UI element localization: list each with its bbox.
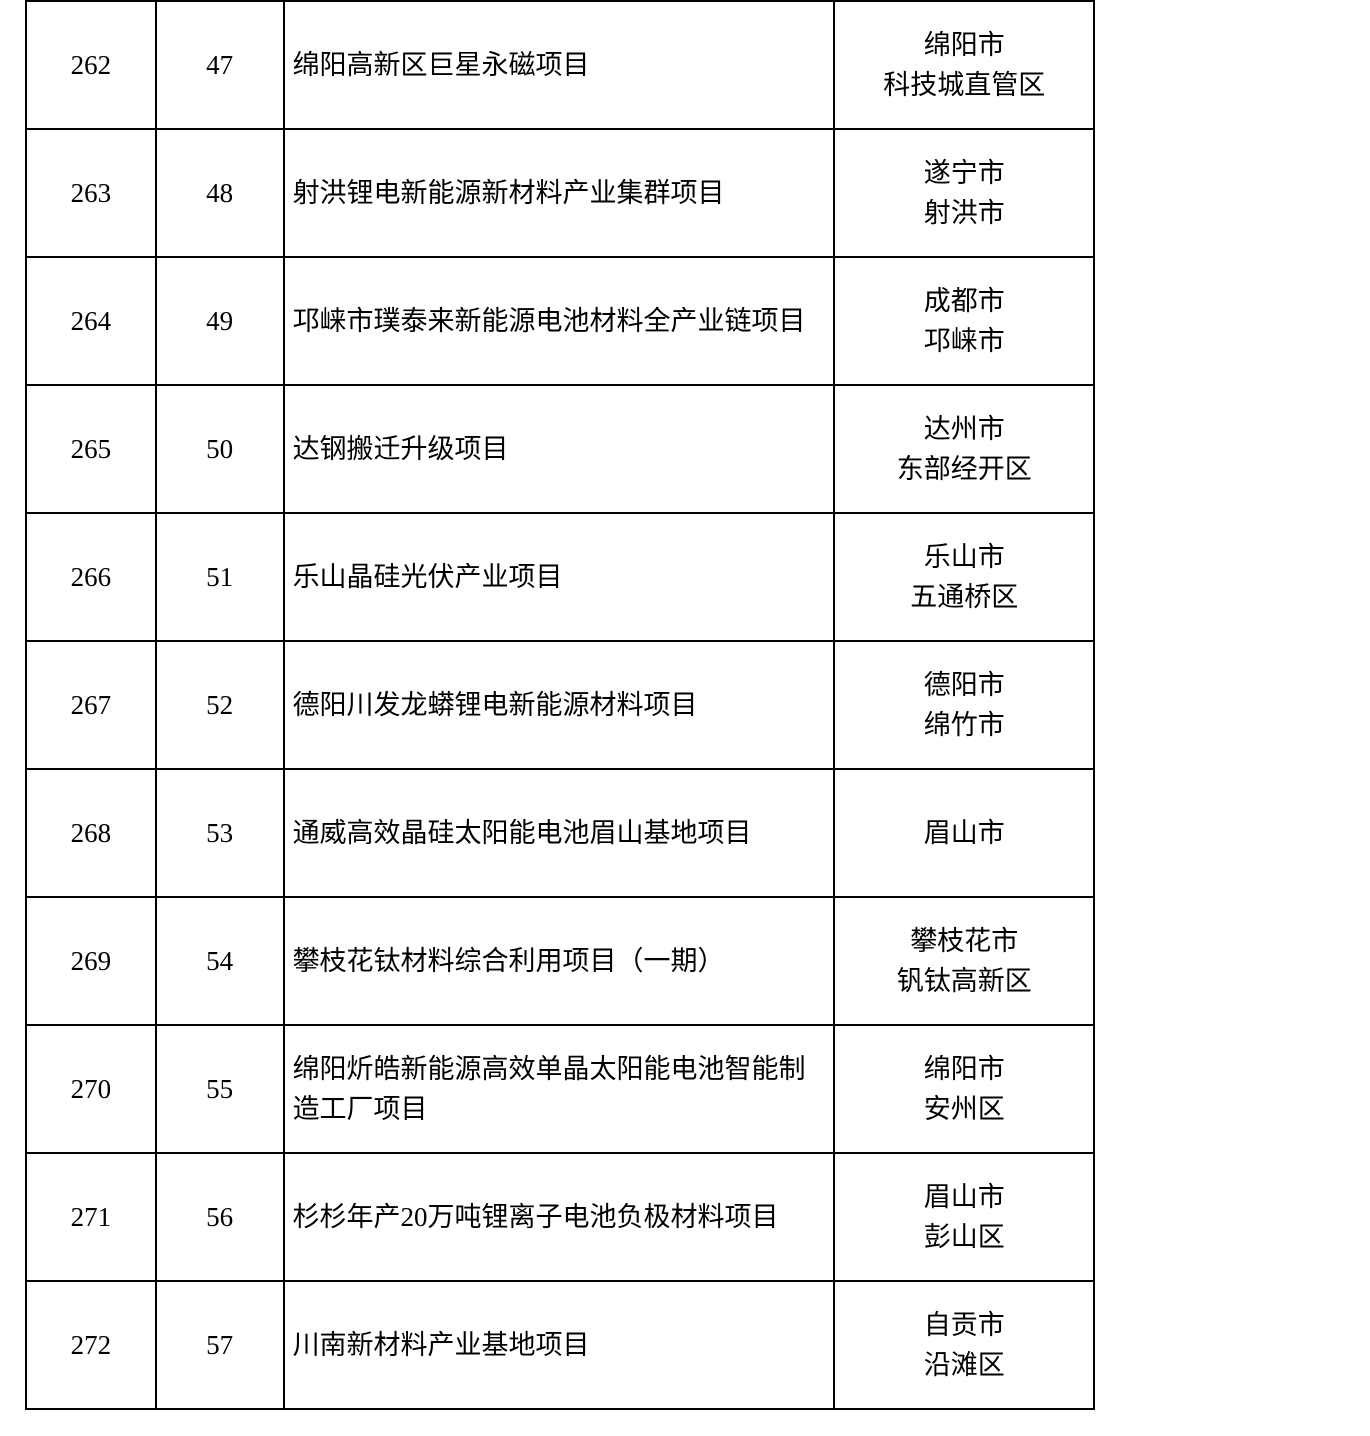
cell-sub-index: 57 [156, 1281, 284, 1409]
location-line-2: 彭山区 [835, 1217, 1093, 1258]
cell-sub-index: 54 [156, 897, 284, 1025]
cell-location: 绵阳市 安州区 [834, 1025, 1094, 1153]
cell-location: 德阳市 绵竹市 [834, 641, 1094, 769]
location-line-1: 攀枝花市 [835, 921, 1093, 962]
location-line-1: 遂宁市 [835, 153, 1093, 194]
table-row: 266 51 乐山晶硅光伏产业项目 乐山市 五通桥区 [26, 513, 1094, 641]
cell-sub-index: 55 [156, 1025, 284, 1153]
location-line-1: 眉山市 [835, 1177, 1093, 1218]
cell-project-name: 乐山晶硅光伏产业项目 [284, 513, 835, 641]
cell-project-name: 射洪锂电新能源新材料产业集群项目 [284, 129, 835, 257]
cell-project-name: 达钢搬迁升级项目 [284, 385, 835, 513]
cell-location: 达州市 东部经开区 [834, 385, 1094, 513]
table-row: 272 57 川南新材料产业基地项目 自贡市 沿滩区 [26, 1281, 1094, 1409]
location-line-1: 成都市 [835, 281, 1093, 322]
cell-location: 绵阳市 科技城直管区 [834, 1, 1094, 129]
table-row: 267 52 德阳川发龙蟒锂电新能源材料项目 德阳市 绵竹市 [26, 641, 1094, 769]
cell-project-name: 邛崃市璞泰来新能源电池材料全产业链项目 [284, 257, 835, 385]
location-line-1: 绵阳市 [835, 1049, 1093, 1090]
cell-location: 眉山市 彭山区 [834, 1153, 1094, 1281]
cell-sub-index: 48 [156, 129, 284, 257]
cell-project-name: 杉杉年产20万吨锂离子电池负极材料项目 [284, 1153, 835, 1281]
location-line-1: 自贡市 [835, 1305, 1093, 1346]
cell-index: 262 [26, 1, 156, 129]
table-row: 264 49 邛崃市璞泰来新能源电池材料全产业链项目 成都市 邛崃市 [26, 257, 1094, 385]
cell-sub-index: 51 [156, 513, 284, 641]
cell-index: 265 [26, 385, 156, 513]
cell-project-name: 绵阳高新区巨星永磁项目 [284, 1, 835, 129]
projects-table: 262 47 绵阳高新区巨星永磁项目 绵阳市 科技城直管区 263 48 射洪锂… [25, 0, 1095, 1410]
location-line-2: 钒钛高新区 [835, 961, 1093, 1002]
table-body: 262 47 绵阳高新区巨星永磁项目 绵阳市 科技城直管区 263 48 射洪锂… [26, 1, 1094, 1409]
location-line-2: 科技城直管区 [835, 65, 1093, 106]
cell-project-name: 德阳川发龙蟒锂电新能源材料项目 [284, 641, 835, 769]
cell-index: 267 [26, 641, 156, 769]
cell-index: 272 [26, 1281, 156, 1409]
cell-location: 自贡市 沿滩区 [834, 1281, 1094, 1409]
cell-location: 成都市 邛崃市 [834, 257, 1094, 385]
cell-sub-index: 56 [156, 1153, 284, 1281]
cell-index: 270 [26, 1025, 156, 1153]
table-row: 270 55 绵阳炘皓新能源高效单晶太阳能电池智能制造工厂项目 绵阳市 安州区 [26, 1025, 1094, 1153]
cell-index: 264 [26, 257, 156, 385]
location-line-2: 安州区 [835, 1089, 1093, 1130]
location-line-2: 沿滩区 [835, 1345, 1093, 1386]
cell-project-name: 绵阳炘皓新能源高效单晶太阳能电池智能制造工厂项目 [284, 1025, 835, 1153]
cell-index: 271 [26, 1153, 156, 1281]
cell-location: 眉山市 [834, 769, 1094, 897]
table-row: 269 54 攀枝花钛材料综合利用项目（一期） 攀枝花市 钒钛高新区 [26, 897, 1094, 1025]
cell-sub-index: 50 [156, 385, 284, 513]
location-line-1: 绵阳市 [835, 25, 1093, 66]
cell-sub-index: 47 [156, 1, 284, 129]
cell-project-name: 攀枝花钛材料综合利用项目（一期） [284, 897, 835, 1025]
cell-index: 263 [26, 129, 156, 257]
cell-index: 266 [26, 513, 156, 641]
cell-project-name: 川南新材料产业基地项目 [284, 1281, 835, 1409]
cell-sub-index: 49 [156, 257, 284, 385]
location-line-1: 德阳市 [835, 665, 1093, 706]
cell-sub-index: 52 [156, 641, 284, 769]
cell-index: 268 [26, 769, 156, 897]
table-row: 265 50 达钢搬迁升级项目 达州市 东部经开区 [26, 385, 1094, 513]
location-line-2: 东部经开区 [835, 449, 1093, 490]
location-line-2: 邛崃市 [835, 321, 1093, 362]
cell-index: 269 [26, 897, 156, 1025]
location-line-2: 五通桥区 [835, 577, 1093, 618]
table-row: 271 56 杉杉年产20万吨锂离子电池负极材料项目 眉山市 彭山区 [26, 1153, 1094, 1281]
location-line-2: 射洪市 [835, 193, 1093, 234]
table-row: 268 53 通威高效晶硅太阳能电池眉山基地项目 眉山市 [26, 769, 1094, 897]
cell-location: 攀枝花市 钒钛高新区 [834, 897, 1094, 1025]
table-row: 262 47 绵阳高新区巨星永磁项目 绵阳市 科技城直管区 [26, 1, 1094, 129]
cell-project-name: 通威高效晶硅太阳能电池眉山基地项目 [284, 769, 835, 897]
cell-location: 乐山市 五通桥区 [834, 513, 1094, 641]
cell-location: 遂宁市 射洪市 [834, 129, 1094, 257]
location-line-1: 达州市 [835, 409, 1093, 450]
location-line-1: 乐山市 [835, 537, 1093, 578]
location-line-1: 眉山市 [835, 813, 1093, 854]
location-line-2: 绵竹市 [835, 705, 1093, 746]
table-row: 263 48 射洪锂电新能源新材料产业集群项目 遂宁市 射洪市 [26, 129, 1094, 257]
cell-sub-index: 53 [156, 769, 284, 897]
